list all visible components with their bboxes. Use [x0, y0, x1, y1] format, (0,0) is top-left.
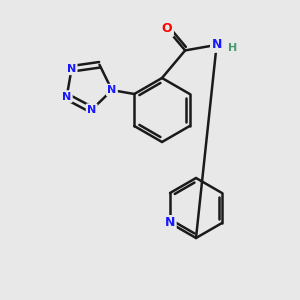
Text: N: N	[87, 105, 96, 115]
Text: N: N	[165, 217, 175, 230]
Text: N: N	[67, 64, 76, 74]
Text: N: N	[62, 92, 71, 102]
Text: N: N	[107, 85, 117, 95]
Text: N: N	[212, 38, 222, 51]
Text: H: H	[228, 43, 237, 52]
Text: O: O	[162, 22, 172, 35]
